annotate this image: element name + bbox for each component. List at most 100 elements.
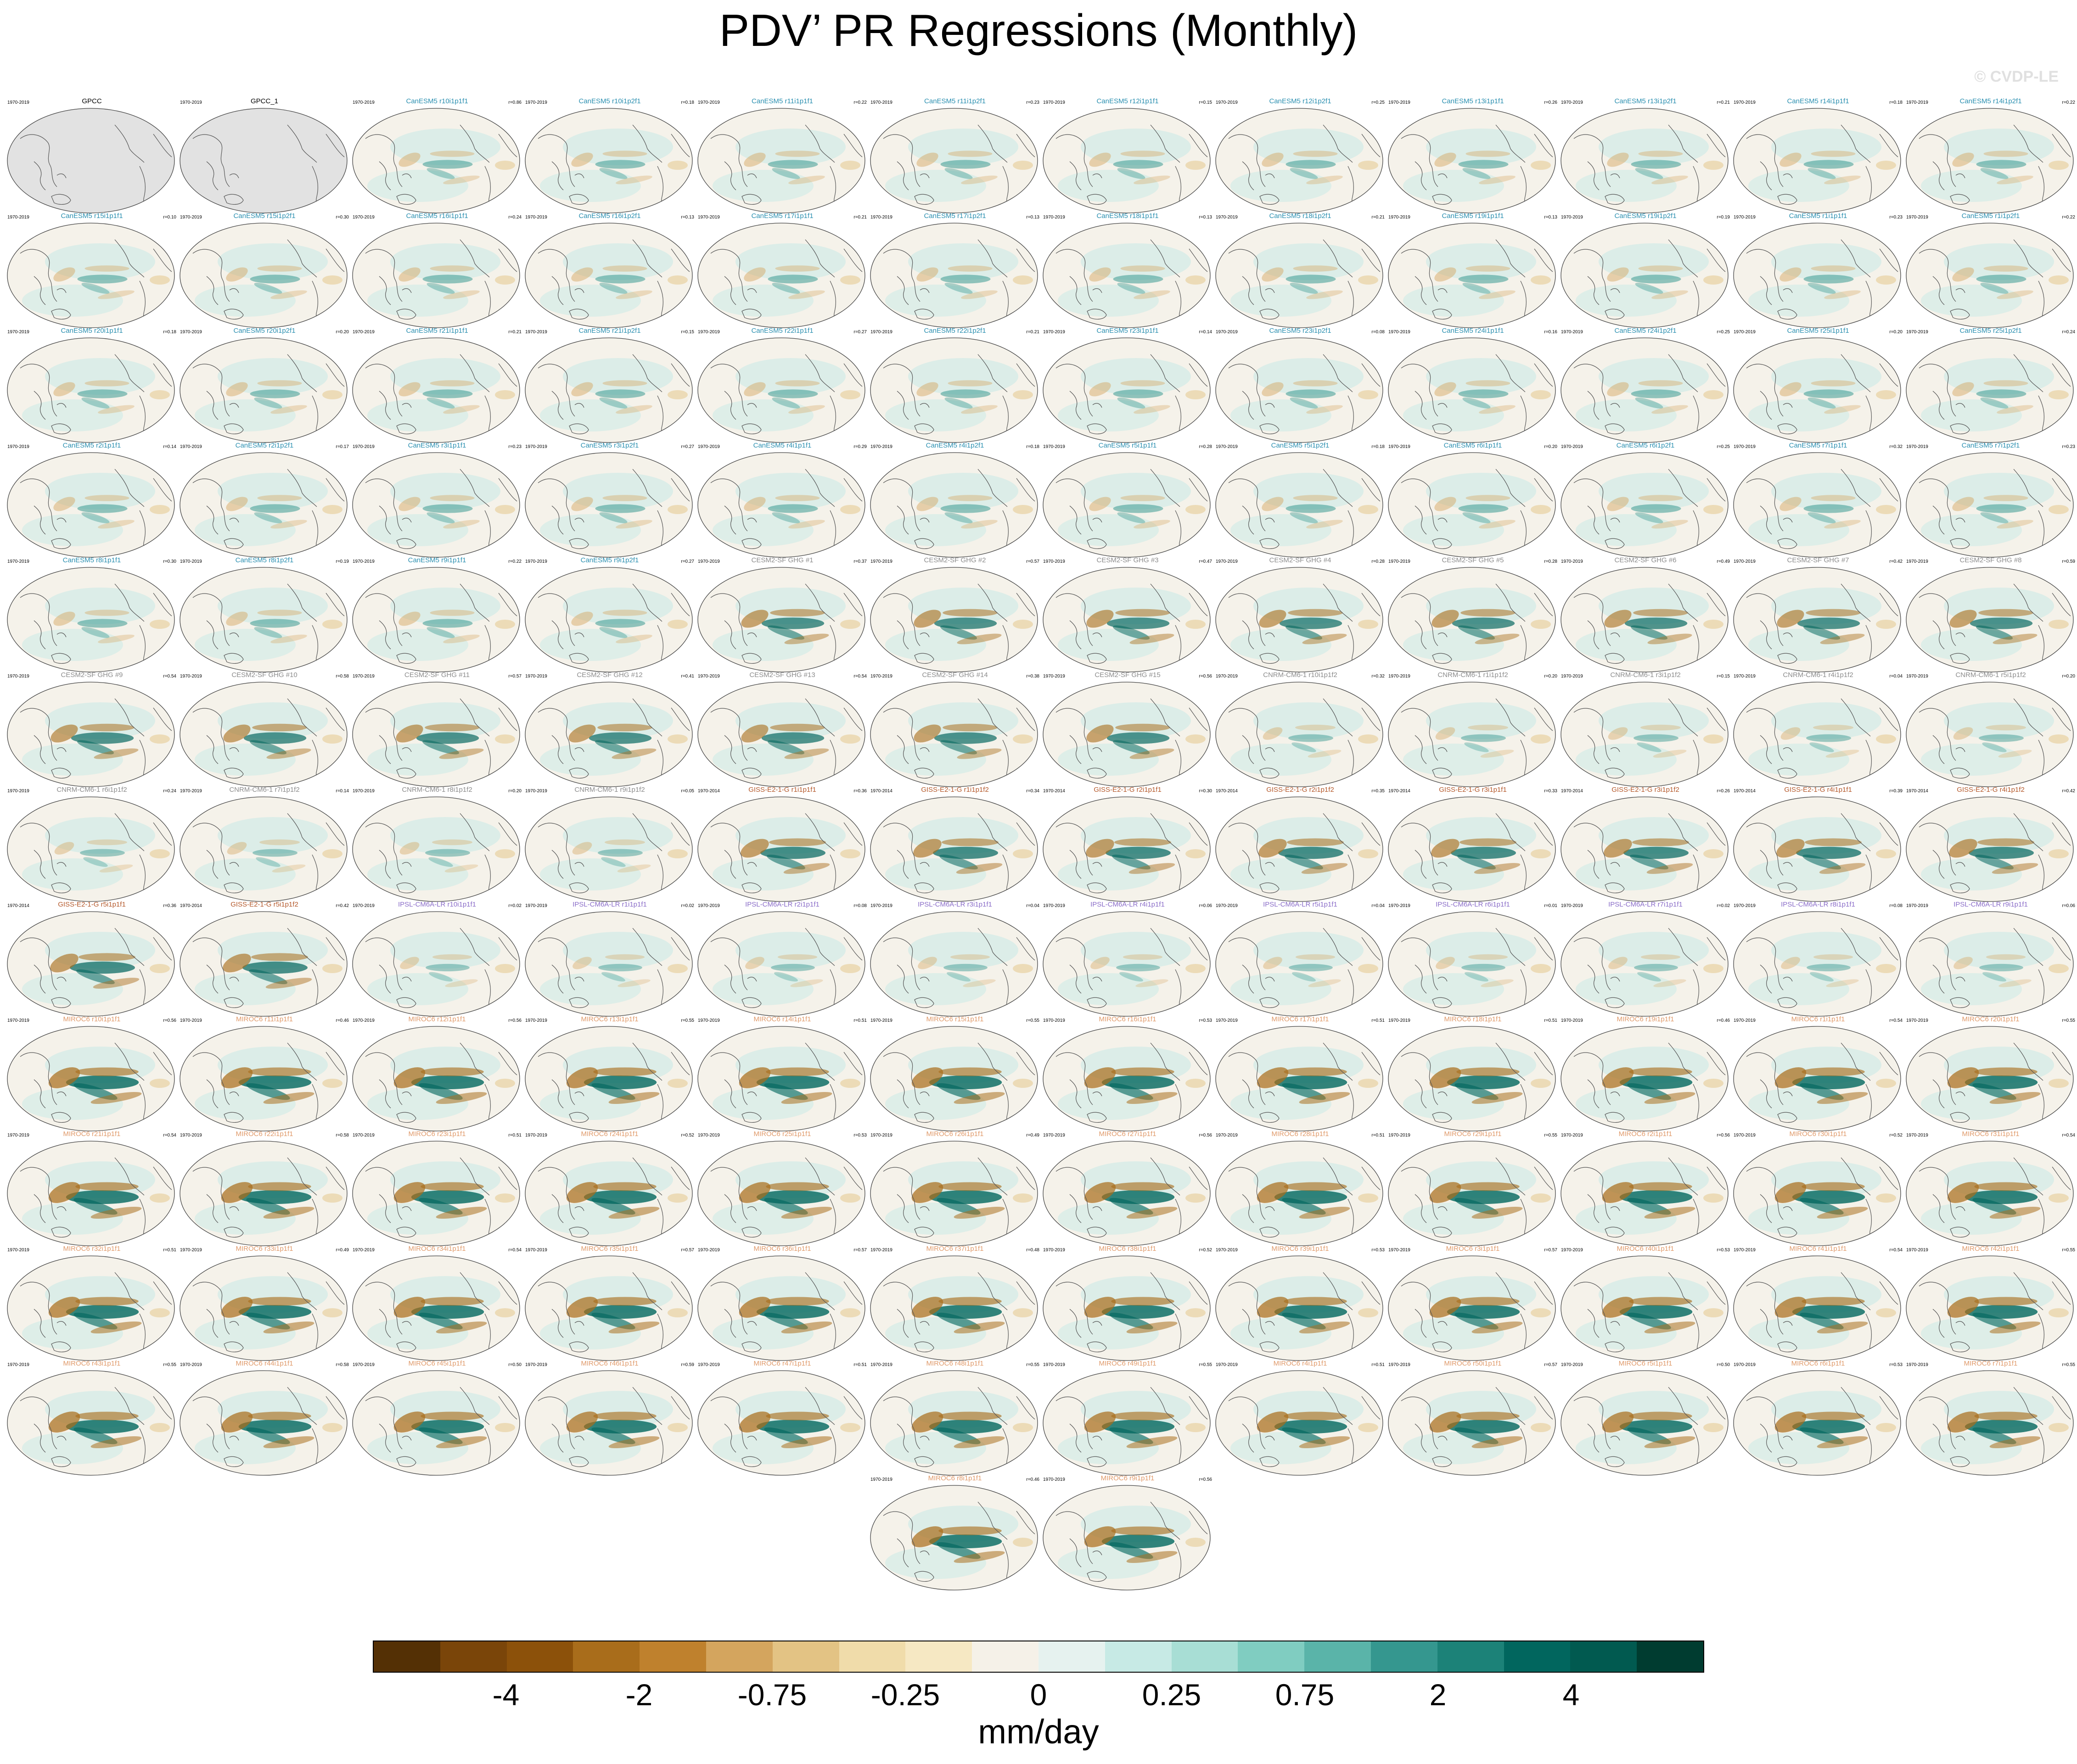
- pattern-dry-south: [444, 864, 478, 873]
- pattern-dry-south: [612, 748, 657, 759]
- coastline: [206, 964, 219, 994]
- map-panel: 1970-2019 MIROC6 r5i1p1f1 r=0.50: [1559, 1360, 1732, 1483]
- panel-correlation: r=0.57: [1026, 559, 1039, 564]
- pattern-teal-light: [1576, 170, 1677, 202]
- pattern-equatorial-band: [422, 389, 473, 398]
- pattern-teal-light: [1921, 973, 2022, 1005]
- coastline: [402, 977, 412, 982]
- coastline: [1707, 478, 1726, 502]
- pattern-teal-light: [1599, 358, 1709, 395]
- map-border: [1215, 223, 1383, 328]
- panel-title: CanESM5 r13i1p2f1: [1614, 97, 1677, 105]
- pattern-spcz: [419, 1427, 463, 1445]
- panel-header: 1970-2019 MIROC6 r46i1p1f1 r=0.59: [523, 1360, 696, 1370]
- panel-period: 1970-2019: [1561, 903, 1583, 908]
- map-panel: 1970-2014 GISS-E2-1-G r3i1p1f2 r=0.26: [1559, 786, 1732, 909]
- coastline: [551, 161, 564, 190]
- coastline: [1242, 161, 1254, 190]
- map-panel: 1970-2019 IPSL-CM6A-LR r1i1p1f1 r=0.02: [523, 901, 696, 1024]
- pattern-dry-north: [1111, 1297, 1174, 1306]
- panel-period: 1970-2019: [1388, 100, 1410, 105]
- map-border: [870, 682, 1038, 787]
- panel-correlation: r=0.50: [1717, 1362, 1730, 1367]
- coastline: [747, 1092, 757, 1097]
- coastline: [805, 354, 835, 392]
- pattern-spcz: [944, 283, 973, 294]
- coastline: [710, 364, 748, 417]
- coastline: [1055, 364, 1093, 417]
- coastline: [1605, 882, 1625, 893]
- coastline: [1432, 308, 1452, 319]
- pattern-spcz: [1457, 854, 1496, 870]
- pattern-dry-south: [263, 1206, 314, 1219]
- panel-period: 1970-2019: [1906, 1133, 1928, 1138]
- pattern-teal-light: [885, 170, 986, 202]
- panel-correlation: r=0.18: [1889, 100, 1903, 105]
- coastline: [1495, 354, 1526, 392]
- pattern-spcz: [1972, 1083, 2016, 1100]
- coastline: [1016, 478, 1035, 502]
- map-panel-svg: [1043, 337, 1211, 443]
- map-panel: 1970-2019 CanESM5 r4i1p1f1 r=0.29: [696, 442, 869, 565]
- panel-correlation: r=0.56: [163, 1018, 176, 1023]
- panel-header: 1970-2019 MIROC6 r13i1p1f1 r=0.55: [523, 1015, 696, 1025]
- pattern-dry-south: [957, 633, 1002, 644]
- panel-correlation: r=0.51: [853, 1362, 867, 1367]
- panel-header: 1970-2019 CanESM5 r4i1p1f1 r=0.29: [696, 442, 869, 452]
- pattern-dry-maritime: [1429, 1182, 1461, 1203]
- coastline: [365, 249, 403, 302]
- pattern-dry-maritime: [1779, 267, 1802, 282]
- coastline: [843, 822, 863, 846]
- panel-period: 1970-2019: [525, 559, 547, 564]
- coastline: [114, 813, 145, 851]
- coastline: [402, 518, 412, 523]
- pattern-teal-light: [1921, 514, 2022, 546]
- panel-title: MIROC6 r33i1p1f1: [236, 1245, 293, 1253]
- panel-correlation: r=0.51: [1544, 1018, 1557, 1023]
- map-panel: 1970-2019 MIROC6 r24i1p1f1 r=0.52: [523, 1130, 696, 1253]
- coastline: [2013, 583, 2043, 622]
- coastline: [192, 593, 230, 646]
- coastline: [1495, 469, 1526, 507]
- panel-title: MIROC6 r31i1p1f1: [1962, 1130, 2020, 1138]
- pattern-dry-maritime: [1086, 839, 1114, 858]
- coastline: [2013, 239, 2043, 278]
- pattern-spcz: [767, 740, 805, 755]
- pattern-spcz: [1117, 398, 1145, 409]
- map-panel-svg: [1906, 682, 2074, 787]
- coastline: [1432, 1226, 1452, 1238]
- pattern-teal-light: [218, 588, 328, 624]
- colorbar-tick-label: 2: [1429, 1678, 1447, 1712]
- coastline: [1401, 1167, 1438, 1220]
- panel-period: 1970-2019: [525, 215, 547, 220]
- pattern-dry-south: [436, 1436, 487, 1449]
- map-border: [870, 796, 1038, 902]
- coastline: [114, 583, 145, 622]
- panel-header: 1970-2019 CanESM5 r25i1p1f1 r=0.20: [1732, 327, 1904, 337]
- panel-title: MIROC6 r15i1p1f1: [926, 1015, 984, 1023]
- pattern-spcz: [1454, 1427, 1499, 1445]
- map-border: [352, 682, 520, 787]
- map-border: [1043, 911, 1211, 1017]
- coastline: [1087, 653, 1107, 664]
- panel-title: MIROC6 r21i1p1f1: [63, 1130, 121, 1138]
- pattern-dry-north: [1629, 1182, 1692, 1191]
- coastline: [843, 937, 863, 961]
- panel-correlation: r=0.22: [2062, 100, 2075, 105]
- coastline: [1668, 469, 1698, 507]
- pattern-dry-north: [248, 1067, 311, 1076]
- panel-correlation: r=0.30: [1199, 789, 1212, 794]
- pattern-dry-maritime: [911, 1297, 943, 1318]
- panel-title: CanESM5 r5i1p1f1: [1098, 442, 1157, 449]
- coastline: [710, 1167, 748, 1220]
- panel-header: 1970-2019 CanESM5 r8i1p1f1 r=0.30: [6, 556, 178, 566]
- coastline: [2052, 707, 2071, 731]
- panel-correlation: r=0.13: [1544, 215, 1557, 220]
- panel-header: 1970-2019 CESM2-SF GHG #11 r=0.57: [351, 671, 523, 681]
- pattern-dry-north: [1638, 495, 1683, 501]
- pattern-equatorial-band: [1979, 963, 2023, 972]
- panel-period: 1970-2019: [525, 330, 547, 335]
- pattern-dry-maritime: [1949, 839, 1977, 858]
- panel-header: 1970-2019 CESM2-SF GHG #6 r=0.49: [1559, 556, 1732, 566]
- pattern-dry-maritime: [741, 610, 769, 628]
